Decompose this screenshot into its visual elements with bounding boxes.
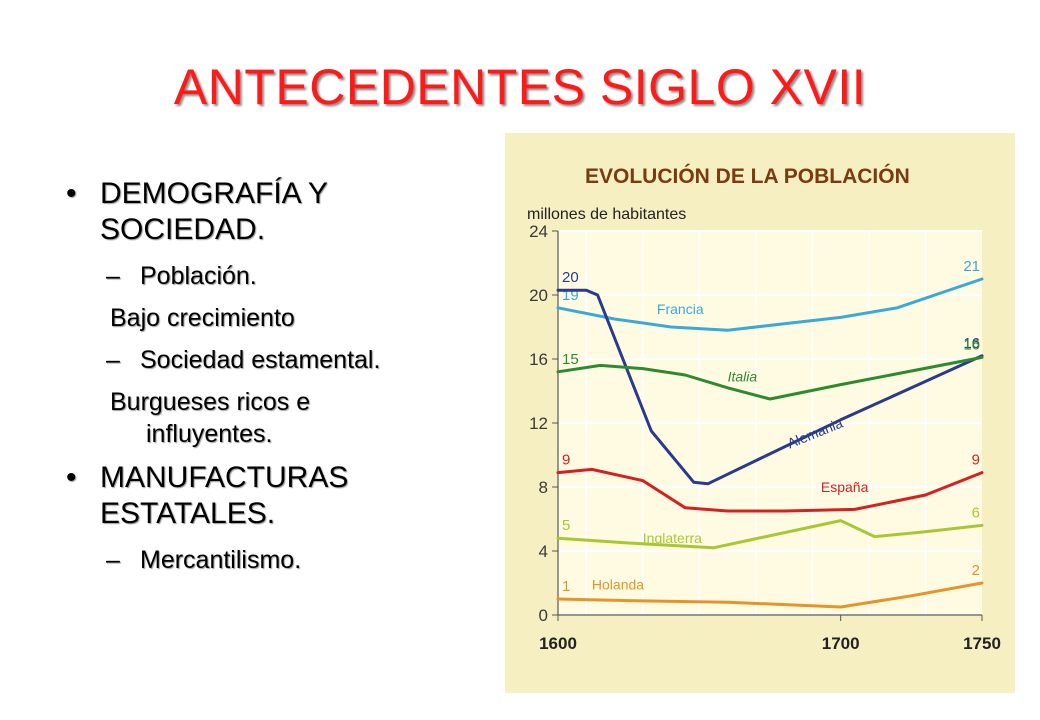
- series-start-label: 9: [562, 452, 570, 469]
- note-bajo-crecimiento: Bajo crecimiento: [62, 302, 482, 334]
- series-end-label: 9: [972, 452, 980, 469]
- series-end-label: 16: [963, 336, 980, 353]
- series-line-españa: [556, 467, 984, 513]
- series-end-label: 2: [972, 562, 980, 579]
- bullet-text: MANUFACTURAS: [100, 461, 349, 494]
- bullet-glyph: •: [66, 461, 77, 494]
- bullet-list: • DEMOGRAFÍA Y SOCIEDAD. – Población. Ba…: [62, 176, 482, 586]
- series-start-label: 15: [562, 351, 579, 368]
- series-line-francia: [556, 277, 984, 332]
- slide-title: ANTECEDENTES SIGLO XVII: [173, 59, 867, 115]
- y-tick-label: 8: [539, 478, 548, 497]
- sub-bullet-text: Sociedad estamental.: [140, 346, 381, 374]
- series-line-alemania: [556, 288, 984, 486]
- note-burgueses: Burgueses ricos e influyentes.: [62, 386, 482, 450]
- note-text: influyentes.: [146, 420, 273, 448]
- sub-bullet-mercantilismo: – Mercantilismo.: [62, 544, 482, 576]
- y-tick-label: 4: [539, 542, 548, 561]
- series-end-label: 6: [972, 504, 980, 521]
- bullet-text: DEMOGRAFÍA Y: [100, 177, 328, 210]
- sub-bullet-text: Población.: [140, 262, 257, 290]
- sub-bullet-text: Mercantilismo.: [140, 546, 302, 574]
- series-name-label: Inglaterra: [643, 530, 702, 546]
- series-name-label: España: [821, 479, 869, 495]
- series-start-label: 5: [562, 517, 570, 534]
- series-name-label: Holanda: [592, 576, 644, 592]
- population-chart: EVOLUCIÓN DE LA POBLACIÓN millones de hab…: [505, 133, 1015, 693]
- y-tick-label: 16: [529, 350, 548, 369]
- bullet-manufacturas: • MANUFACTURAS ESTATALES.: [62, 460, 482, 532]
- bullet-text: SOCIEDAD.: [100, 213, 266, 246]
- series-start-label: 1: [562, 578, 570, 595]
- bullet-text: ESTATALES.: [100, 497, 276, 530]
- y-tick-label: 0: [539, 606, 548, 625]
- series-line-italia: [556, 355, 984, 401]
- dash-glyph: –: [106, 546, 120, 574]
- y-tick-label: 20: [529, 286, 548, 305]
- series-start-label: 20: [562, 269, 579, 286]
- x-tick-label: 1700: [822, 634, 860, 653]
- dash-glyph: –: [106, 346, 120, 374]
- dash-glyph: –: [106, 262, 120, 290]
- note-text: Bajo crecimiento: [110, 304, 295, 332]
- bullet-glyph: •: [66, 177, 77, 210]
- series-line-holanda: [556, 581, 984, 609]
- y-tick-label: 12: [529, 414, 548, 433]
- x-tick-label: 1750: [963, 634, 1001, 653]
- x-tick-label: 1600: [539, 634, 577, 653]
- series-name-label: Italia: [728, 368, 758, 384]
- series-end-label: 21: [963, 258, 980, 275]
- bullet-demografia: • DEMOGRAFÍA Y SOCIEDAD.: [62, 176, 482, 248]
- chart-title: EVOLUCIÓN DE LA POBLACIÓN: [585, 164, 910, 188]
- note-text: Burgueses ricos e: [110, 388, 311, 416]
- chart-svg: EVOLUCIÓN DE LA POBLACIÓN millones de hab…: [527, 164, 1001, 653]
- sub-bullet-poblacion: – Población.: [62, 260, 482, 292]
- sub-bullet-sociedad: – Sociedad estamental.: [62, 344, 482, 376]
- series-end-label: 16: [963, 335, 980, 352]
- series-name-label: Francia: [657, 301, 704, 317]
- y-tick-label: 24: [529, 222, 548, 241]
- y-axis-label: millones de habitantes: [527, 206, 686, 223]
- series-line-inglaterra: [556, 519, 984, 550]
